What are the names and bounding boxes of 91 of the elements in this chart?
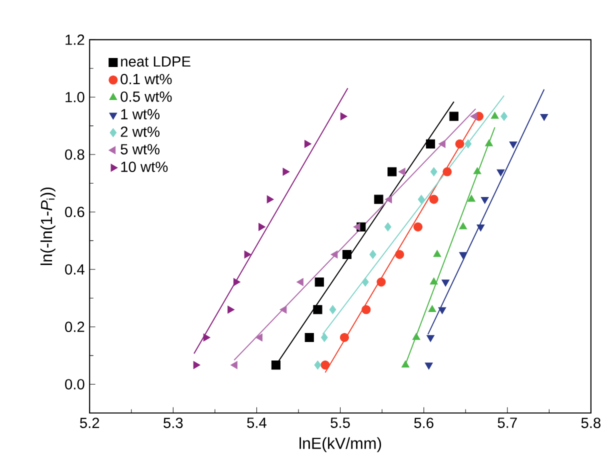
- point: [401, 360, 410, 368]
- y-tick-label: 0.6: [65, 206, 84, 218]
- point: [476, 224, 485, 232]
- y-tick-label: 0.0: [65, 379, 84, 390]
- point: [296, 278, 304, 286]
- point: [282, 168, 290, 176]
- point: [429, 194, 438, 204]
- point: [362, 305, 371, 314]
- point: [228, 306, 235, 314]
- point: [193, 361, 200, 370]
- point: [256, 334, 262, 342]
- x-axis-title: lnE(kV/mm): [300, 437, 382, 452]
- point: [426, 139, 436, 148]
- point: [388, 167, 397, 176]
- point: [473, 167, 482, 174]
- point: [340, 332, 349, 342]
- point: [496, 169, 505, 176]
- point: [342, 250, 352, 260]
- point: [266, 195, 274, 204]
- legend-label: 0.5 wt%: [120, 91, 172, 102]
- x-tick-label: 5.6: [414, 418, 434, 428]
- point: [329, 305, 336, 314]
- x-tick-label: 5.2: [80, 418, 100, 428]
- point: [438, 140, 446, 148]
- point: [384, 222, 392, 232]
- point: [467, 194, 476, 202]
- y-tick-label: 0.2: [65, 322, 84, 332]
- legend-label: 5 wt%: [120, 144, 160, 154]
- point: [540, 114, 548, 121]
- point: [353, 222, 360, 231]
- y-tick-label: 1.0: [66, 92, 84, 102]
- point: [442, 280, 450, 287]
- point: [428, 305, 436, 312]
- point: [304, 140, 312, 148]
- point: [374, 194, 384, 204]
- point: [280, 306, 287, 314]
- point: [470, 112, 478, 120]
- point: [433, 250, 442, 257]
- legend-label: 2 wt%: [120, 126, 160, 137]
- point: [330, 250, 338, 258]
- legend-label: 10 wt%: [121, 162, 168, 172]
- point: [230, 361, 238, 370]
- point: [385, 195, 392, 204]
- point: [438, 307, 446, 314]
- point: [424, 362, 433, 370]
- y-tick-label: 0.8: [65, 149, 84, 160]
- x-tick-label: 5.5: [330, 418, 350, 428]
- point: [244, 250, 252, 258]
- y-tick-label: 1.2: [66, 34, 84, 45]
- point: [430, 167, 438, 176]
- point: [314, 360, 322, 370]
- point: [455, 139, 464, 148]
- point: [459, 252, 468, 260]
- legend-label: 1 wt%: [121, 109, 160, 120]
- point: [258, 222, 266, 231]
- point: [480, 196, 489, 204]
- point: [376, 278, 386, 287]
- point: [320, 360, 330, 370]
- point: [418, 194, 425, 204]
- point: [412, 332, 420, 340]
- point: [320, 332, 328, 342]
- point: [490, 112, 499, 119]
- point: [271, 360, 280, 370]
- point: [426, 335, 434, 342]
- y-axis-title: ln(-ln(1-P$_{i}$)): [40, 188, 56, 265]
- y-tick-label: 0.4: [65, 264, 84, 275]
- point: [485, 139, 493, 146]
- point: [509, 142, 518, 148]
- point: [430, 278, 438, 284]
- point: [314, 278, 324, 287]
- point: [203, 334, 210, 342]
- point: [233, 278, 240, 286]
- point: [464, 139, 472, 148]
- legend-label: 0.1 wt%: [120, 74, 172, 84]
- point: [449, 112, 458, 121]
- x-tick-label: 5.7: [498, 418, 517, 428]
- point: [304, 332, 314, 342]
- point: [340, 112, 348, 120]
- x-tick-label: 5.3: [164, 418, 183, 428]
- point: [459, 222, 468, 230]
- legend-label: neat LDPE: [121, 56, 190, 67]
- point: [313, 305, 322, 314]
- point: [398, 168, 406, 176]
- x-tick-label: 5.8: [581, 418, 600, 428]
- point: [395, 250, 404, 260]
- point: [369, 250, 376, 260]
- point: [500, 112, 508, 121]
- x-tick-label: 5.4: [247, 418, 266, 428]
- point: [362, 278, 369, 287]
- point: [413, 222, 423, 232]
- point: [442, 167, 452, 176]
